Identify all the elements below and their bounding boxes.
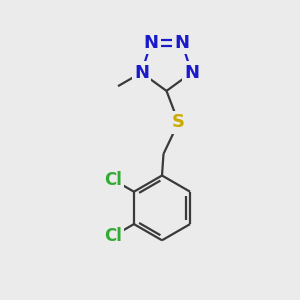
Text: S: S xyxy=(172,113,185,131)
Text: N: N xyxy=(184,64,199,82)
Text: Cl: Cl xyxy=(104,171,122,189)
Text: N: N xyxy=(143,34,158,52)
Text: N: N xyxy=(134,64,149,82)
Text: Cl: Cl xyxy=(104,227,122,245)
Text: N: N xyxy=(175,34,190,52)
